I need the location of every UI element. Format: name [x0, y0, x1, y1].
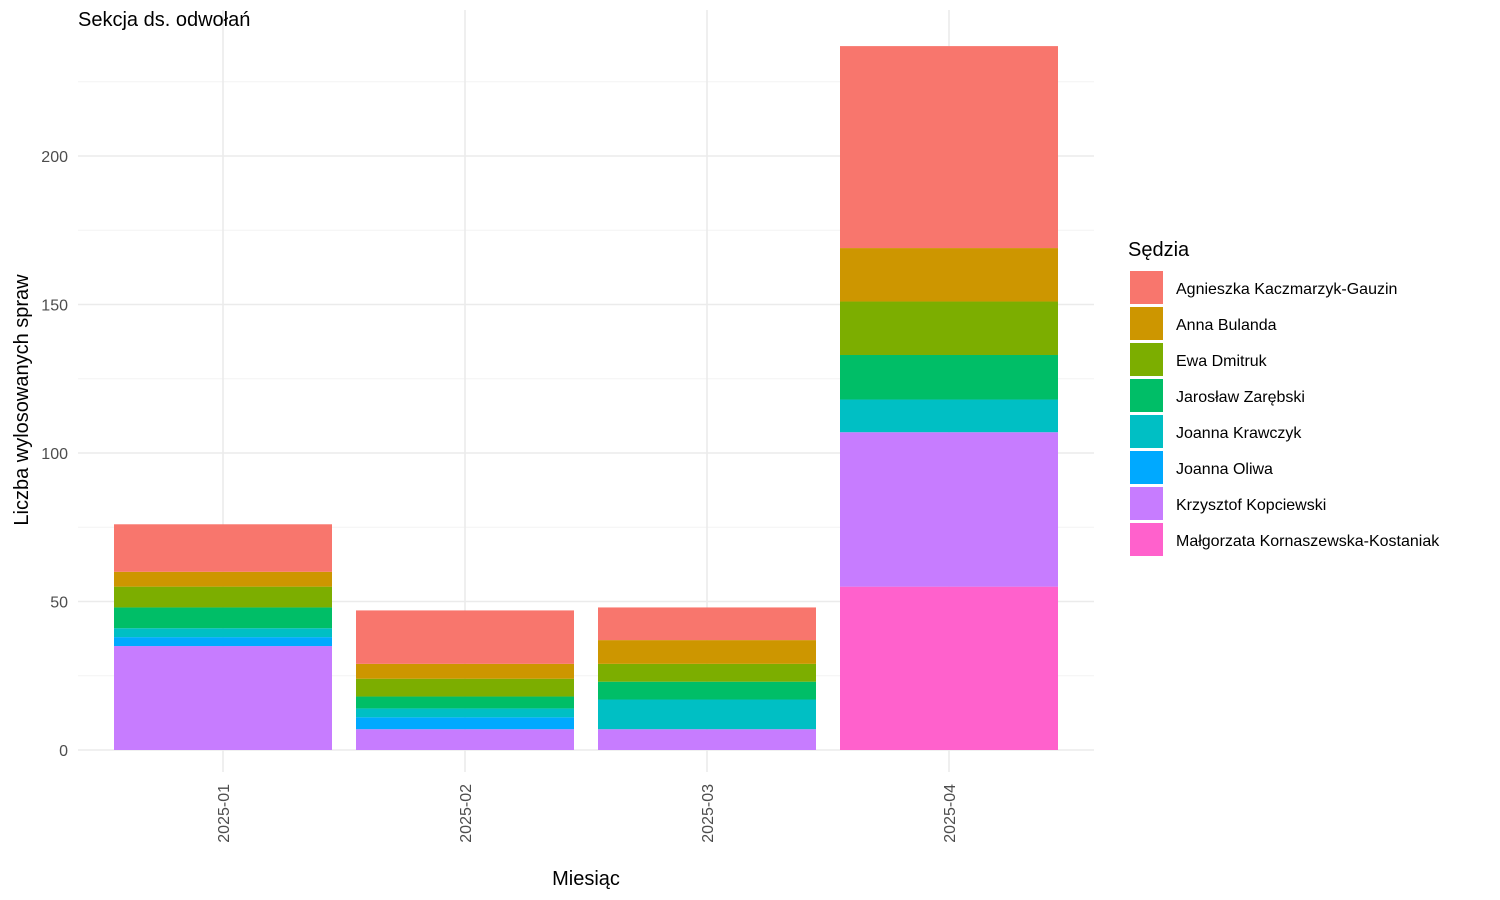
- bar-segment-2025-03-krzysztof-kopciewski: [598, 729, 816, 750]
- legend-label: Jarosław Zarębski: [1176, 389, 1305, 406]
- x-tick-label: 2025-02: [458, 784, 475, 843]
- bar-segment-2025-02-agnieszka-kaczmarzyk-gauzin: [356, 610, 574, 664]
- y-axis-title: Liczba wylosowanych spraw: [11, 274, 33, 526]
- y-tick-label: 0: [59, 743, 68, 760]
- bar-segment-2025-03-ewa-dmitruk: [598, 663, 816, 682]
- legend: Sędzia Agnieszka Kaczmarzyk-Gauzin Anna B…: [1128, 239, 1440, 556]
- legend-label: Agnieszka Kaczmarzyk-Gauzin: [1176, 281, 1397, 298]
- y-axis-ticks: 0 50 100 150 200: [41, 149, 68, 760]
- y-tick-label: 150: [41, 298, 68, 315]
- x-tick-label: 2025-03: [700, 784, 717, 843]
- x-axis-ticks: 2025-01 2025-02 2025-03 2025-04: [216, 784, 959, 843]
- x-tick-label: 2025-04: [942, 784, 959, 843]
- legend-key: [1130, 379, 1163, 412]
- bar-segment-2025-03-joanna-krawczyk: [598, 699, 816, 730]
- bar-segment-2025-04-jaros-aw-zar-bski: [840, 354, 1058, 400]
- legend-label: Krzysztof Kopciewski: [1176, 497, 1326, 514]
- legend-key: [1130, 451, 1163, 484]
- bar-segment-2025-03-agnieszka-kaczmarzyk-gauzin: [598, 607, 816, 641]
- bar-segment-2025-02-joanna-oliwa: [356, 717, 574, 730]
- bar-segment-2025-04-ewa-dmitruk: [840, 301, 1058, 355]
- bar-segment-2025-02-krzysztof-kopciewski: [356, 729, 574, 750]
- bar-segment-2025-02-joanna-krawczyk: [356, 708, 574, 718]
- y-tick-label: 100: [41, 446, 68, 463]
- legend-key: [1130, 307, 1163, 340]
- y-tick-label: 200: [41, 149, 68, 166]
- bars: [114, 46, 1058, 750]
- legend-label: Joanna Oliwa: [1176, 461, 1273, 478]
- legend-label: Joanna Krawczyk: [1176, 425, 1302, 442]
- legend-title: Sędzia: [1128, 239, 1190, 261]
- legend-key: [1130, 523, 1163, 556]
- bar-segment-2025-01-agnieszka-kaczmarzyk-gauzin: [114, 524, 332, 572]
- legend-key: [1130, 271, 1163, 304]
- bar-segment-2025-04-joanna-krawczyk: [840, 399, 1058, 433]
- bar-segment-2025-01-krzysztof-kopciewski: [114, 646, 332, 750]
- legend-label: Małgorzata Kornaszewska-Kostaniak: [1176, 533, 1440, 550]
- legend-label: Ewa Dmitruk: [1176, 353, 1268, 370]
- bar-segment-2025-04-anna-bulanda: [840, 248, 1058, 302]
- legend-key: [1130, 343, 1163, 376]
- bar-segment-2025-01-ewa-dmitruk: [114, 586, 332, 608]
- legend-key: [1130, 487, 1163, 520]
- bar-segment-2025-02-ewa-dmitruk: [356, 678, 574, 697]
- x-tick-label: 2025-01: [216, 784, 233, 843]
- bar-segment-2025-01-jaros-aw-zar-bski: [114, 607, 332, 629]
- legend-label: Anna Bulanda: [1176, 317, 1277, 334]
- bar-segment-2025-03-anna-bulanda: [598, 640, 816, 664]
- bar-segment-2025-01-joanna-krawczyk: [114, 628, 332, 638]
- chart-title: Sekcja ds. odwołań: [78, 9, 250, 31]
- bar-segment-2025-03-jaros-aw-zar-bski: [598, 681, 816, 700]
- bar-segment-2025-01-joanna-oliwa: [114, 637, 332, 647]
- x-axis-title: Miesiąc: [552, 868, 620, 890]
- bar-segment-2025-04-ma-gorzata-kornaszewska-kostaniak: [840, 586, 1058, 750]
- bar-segment-2025-02-anna-bulanda: [356, 663, 574, 679]
- bar-segment-2025-04-krzysztof-kopciewski: [840, 432, 1058, 587]
- y-tick-label: 50: [50, 595, 68, 612]
- bar-segment-2025-01-anna-bulanda: [114, 571, 332, 587]
- legend-key: [1130, 415, 1163, 448]
- bar-segment-2025-02-jaros-aw-zar-bski: [356, 696, 574, 709]
- bar-segment-2025-04-agnieszka-kaczmarzyk-gauzin: [840, 46, 1058, 249]
